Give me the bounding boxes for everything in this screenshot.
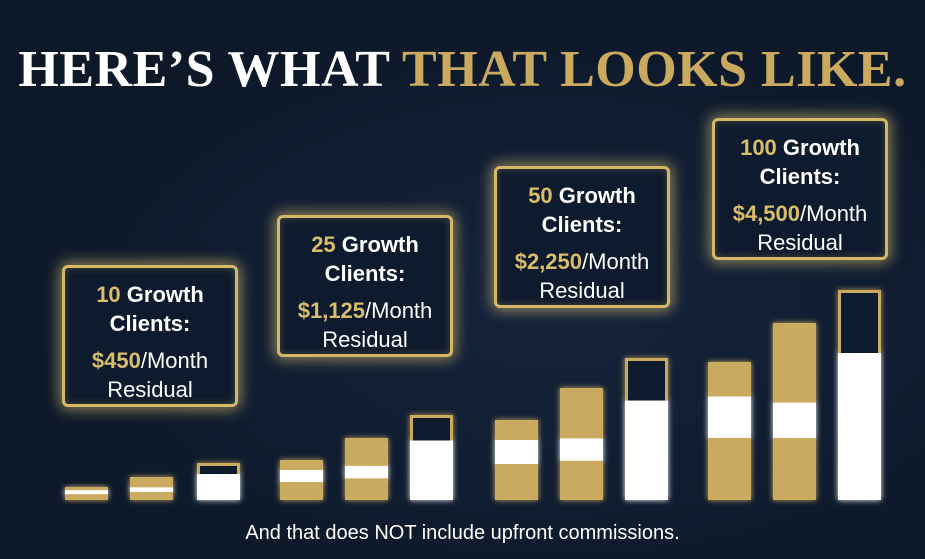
- term: Residual: [539, 278, 625, 303]
- bar-white: [560, 438, 603, 461]
- amount: $450: [91, 348, 141, 373]
- clients-label: Clients:: [759, 164, 841, 189]
- amount: $2,250: [514, 249, 583, 274]
- rate: /Month: [800, 201, 868, 226]
- growth-label: Growth: [782, 135, 860, 160]
- bar-white: [410, 440, 453, 500]
- milestone-box: 25 Growth Clients: $1,125/Month Residual: [277, 215, 453, 357]
- client-count: 10: [96, 282, 121, 307]
- bar-white: [65, 490, 108, 495]
- clients-label: Clients:: [324, 261, 406, 286]
- bar: [410, 415, 453, 500]
- bar-white: [773, 402, 816, 439]
- bar-white: [280, 470, 323, 482]
- milestone-box: 50 Growth Clients: $2,250/Month Residual: [494, 166, 670, 308]
- term: Residual: [757, 230, 843, 255]
- growth-label: Growth: [558, 183, 636, 208]
- headline-gold: THAT LOOKS LIKE.: [402, 41, 907, 98]
- bar: [65, 487, 108, 500]
- term: Residual: [107, 377, 193, 402]
- bar: [708, 362, 751, 500]
- rate: /Month: [365, 298, 433, 323]
- client-count: 50: [528, 183, 553, 208]
- bar: [197, 463, 240, 500]
- headline-white: HERE’S WHAT: [18, 41, 390, 98]
- growth-label: Growth: [341, 232, 419, 257]
- milestone-box: 10 Growth Clients: $450/Month Residual: [62, 265, 238, 407]
- rate: /Month: [582, 249, 650, 274]
- client-count: 100: [740, 135, 777, 160]
- amount: $4,500: [732, 201, 801, 226]
- bar: [495, 420, 538, 500]
- bar: [838, 290, 881, 500]
- bar-outline: [197, 463, 240, 478]
- bar-outline: [838, 290, 881, 356]
- clients-label: Clients:: [109, 311, 191, 336]
- bar-outline: [410, 415, 453, 444]
- bar: [560, 388, 603, 500]
- bar: [345, 438, 388, 500]
- bar: [773, 323, 816, 500]
- milestone-box: 100 Growth Clients: $4,500/Month Residual: [712, 118, 888, 260]
- clients-label: Clients:: [541, 212, 623, 237]
- bar-white: [625, 400, 668, 500]
- bar: [280, 460, 323, 500]
- bar-white: [708, 396, 751, 438]
- rate: /Month: [140, 348, 209, 373]
- client-count: 25: [311, 232, 336, 257]
- term: Residual: [322, 327, 408, 352]
- bar-white: [197, 474, 240, 500]
- bar-outline: [625, 358, 668, 404]
- bar-white: [345, 465, 388, 479]
- bar-white: [495, 440, 538, 464]
- growth-label: Growth: [126, 282, 204, 307]
- amount: $1,125: [297, 298, 366, 323]
- bar: [130, 477, 173, 500]
- bar: [625, 358, 668, 500]
- footnote: And that does NOT include upfront commis…: [245, 522, 680, 544]
- headline: HERE’S WHAT THAT LOOKS LIKE.: [0, 40, 925, 99]
- bar-white: [130, 487, 173, 492]
- bar-white: [838, 353, 881, 500]
